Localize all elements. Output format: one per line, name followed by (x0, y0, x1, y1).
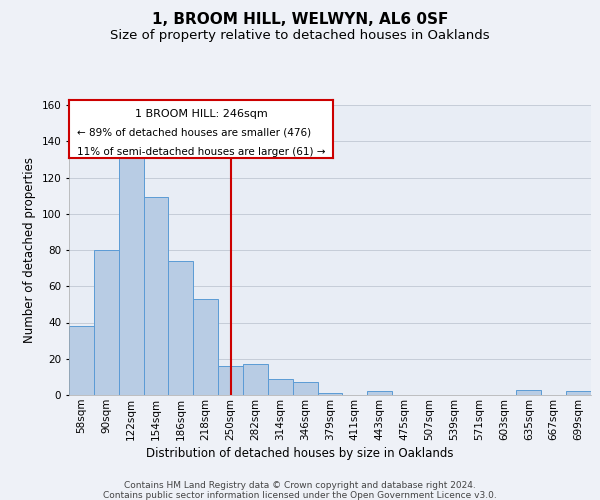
Bar (566, 392, 591, 395)
Text: ← 89% of detached houses are smaller (476): ← 89% of detached houses are smaller (47… (77, 128, 311, 138)
Bar (268, 378, 293, 395)
Bar (218, 366, 243, 395)
Bar (143, 198, 169, 395)
Text: 1, BROOM HILL, WELWYN, AL6 0SF: 1, BROOM HILL, WELWYN, AL6 0SF (152, 12, 448, 28)
Y-axis label: Number of detached properties: Number of detached properties (23, 157, 36, 343)
Text: Size of property relative to detached houses in Oaklands: Size of property relative to detached ho… (110, 29, 490, 42)
Bar (517, 390, 541, 395)
Bar (169, 261, 193, 395)
Text: 1 BROOM HILL: 246sqm: 1 BROOM HILL: 246sqm (134, 108, 268, 118)
Bar (94, 250, 119, 395)
Bar (243, 364, 268, 395)
Bar (293, 382, 317, 395)
Bar (193, 299, 218, 395)
Text: Distribution of detached houses by size in Oaklands: Distribution of detached houses by size … (146, 448, 454, 460)
Bar (317, 393, 343, 395)
Text: Contains public sector information licensed under the Open Government Licence v3: Contains public sector information licen… (103, 491, 497, 500)
Text: Contains HM Land Registry data © Crown copyright and database right 2024.: Contains HM Land Registry data © Crown c… (124, 481, 476, 490)
Text: 11% of semi-detached houses are larger (61) →: 11% of semi-detached houses are larger (… (77, 147, 325, 157)
Bar (119, 154, 143, 395)
Bar (367, 392, 392, 395)
Bar (69, 326, 94, 395)
